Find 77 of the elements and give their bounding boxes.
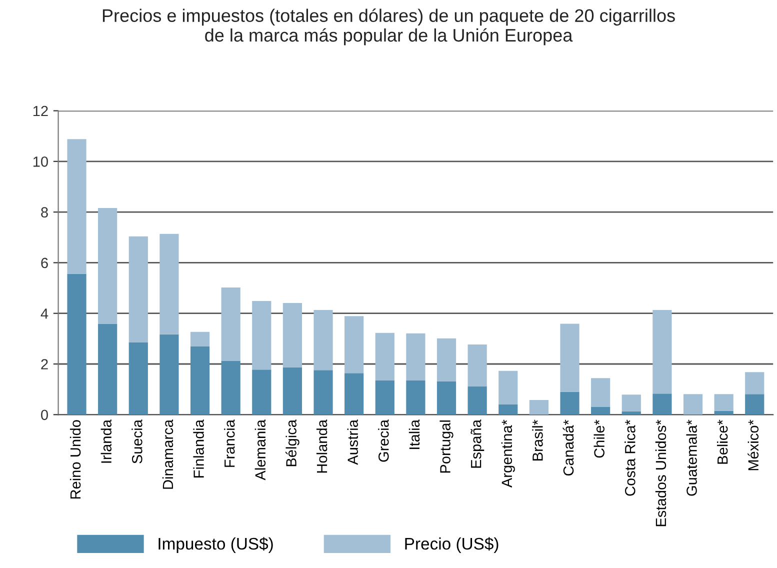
x-tick-label: Argentina* <box>501 420 515 488</box>
legend-label: Impuesto (US$) <box>158 537 273 553</box>
x-tick-label: Suecia <box>132 420 142 464</box>
bar <box>221 360 240 415</box>
bar <box>498 370 518 405</box>
bar <box>560 324 580 392</box>
bar <box>221 288 240 361</box>
bar <box>314 370 333 415</box>
bar <box>282 367 302 415</box>
bar <box>67 139 86 274</box>
x-tick-label: Grecia <box>378 420 389 462</box>
bar <box>714 394 734 411</box>
x-tick-label: Costa Rica* <box>624 420 636 496</box>
bar <box>683 394 703 415</box>
bar <box>375 380 394 415</box>
bar <box>652 394 672 415</box>
x-tick-label: Holanda <box>316 420 328 473</box>
x-tick-label: Belice* <box>717 420 728 464</box>
bar <box>591 378 610 408</box>
y-tick-label: 10 <box>33 156 48 167</box>
x-tick-label: Portugal <box>440 420 454 473</box>
bar <box>344 316 364 374</box>
x-tick-label: España <box>470 420 484 468</box>
bar <box>252 300 272 370</box>
bar <box>406 333 426 380</box>
x-tick-label: Chile* <box>594 420 604 458</box>
bar <box>714 410 734 415</box>
x-tick-label: Dinamarca <box>162 420 174 489</box>
y-tick-label: 4 <box>40 308 48 319</box>
chart-title: Precios e impuestos (totales en dólares) de un paquete de 20 cigarrillos de la marca más popular de la Unión Europea <box>102 8 675 46</box>
x-tick-label: Francia <box>224 420 235 467</box>
bar <box>344 373 364 415</box>
bar <box>652 310 672 394</box>
bar <box>375 332 394 380</box>
x-tick-label: Brasil* <box>532 420 543 460</box>
x-tick-label: Bélgica <box>286 420 300 466</box>
bar <box>98 324 118 415</box>
y-tick-label: 0 <box>41 410 48 420</box>
bar <box>745 372 764 394</box>
bar <box>498 404 518 415</box>
x-tick-label: Estados Unidos* <box>655 420 666 526</box>
bar <box>436 338 456 382</box>
bar <box>314 310 333 370</box>
legend-label: Precio (US$) <box>405 537 498 553</box>
bar <box>98 208 118 324</box>
x-tick-label: Italia <box>408 420 420 449</box>
x-tick-label: México* <box>748 420 759 470</box>
bar <box>560 392 580 415</box>
bar <box>282 302 302 368</box>
bar <box>160 234 179 334</box>
bar <box>160 334 179 415</box>
bar <box>406 380 426 415</box>
bar <box>622 394 641 412</box>
y-tick-label: 8 <box>41 207 48 218</box>
x-tick-label: Canadá* <box>562 420 574 476</box>
bar <box>190 332 210 347</box>
x-tick-label: Austria <box>347 420 358 465</box>
x-tick-label: Reino Unido <box>70 420 81 499</box>
x-tick-label: Alemania <box>254 420 266 480</box>
bar <box>622 411 641 415</box>
y-tick-label: 6 <box>41 258 48 268</box>
bar <box>128 236 148 342</box>
bar <box>529 400 548 415</box>
y-tick-label: 12 <box>33 106 48 116</box>
bar <box>468 386 487 415</box>
x-tick-label: Finlandia <box>193 420 204 478</box>
bar <box>128 342 148 415</box>
bar <box>190 346 210 415</box>
y-tick-label: 2 <box>41 359 48 370</box>
x-tick-label: Irlanda <box>100 420 112 463</box>
bar <box>436 381 456 415</box>
bar <box>745 394 764 415</box>
bar <box>591 407 610 415</box>
bar <box>468 344 487 386</box>
bar <box>252 370 272 415</box>
bar <box>67 274 86 415</box>
x-tick-label: Guatemala* <box>686 420 697 496</box>
